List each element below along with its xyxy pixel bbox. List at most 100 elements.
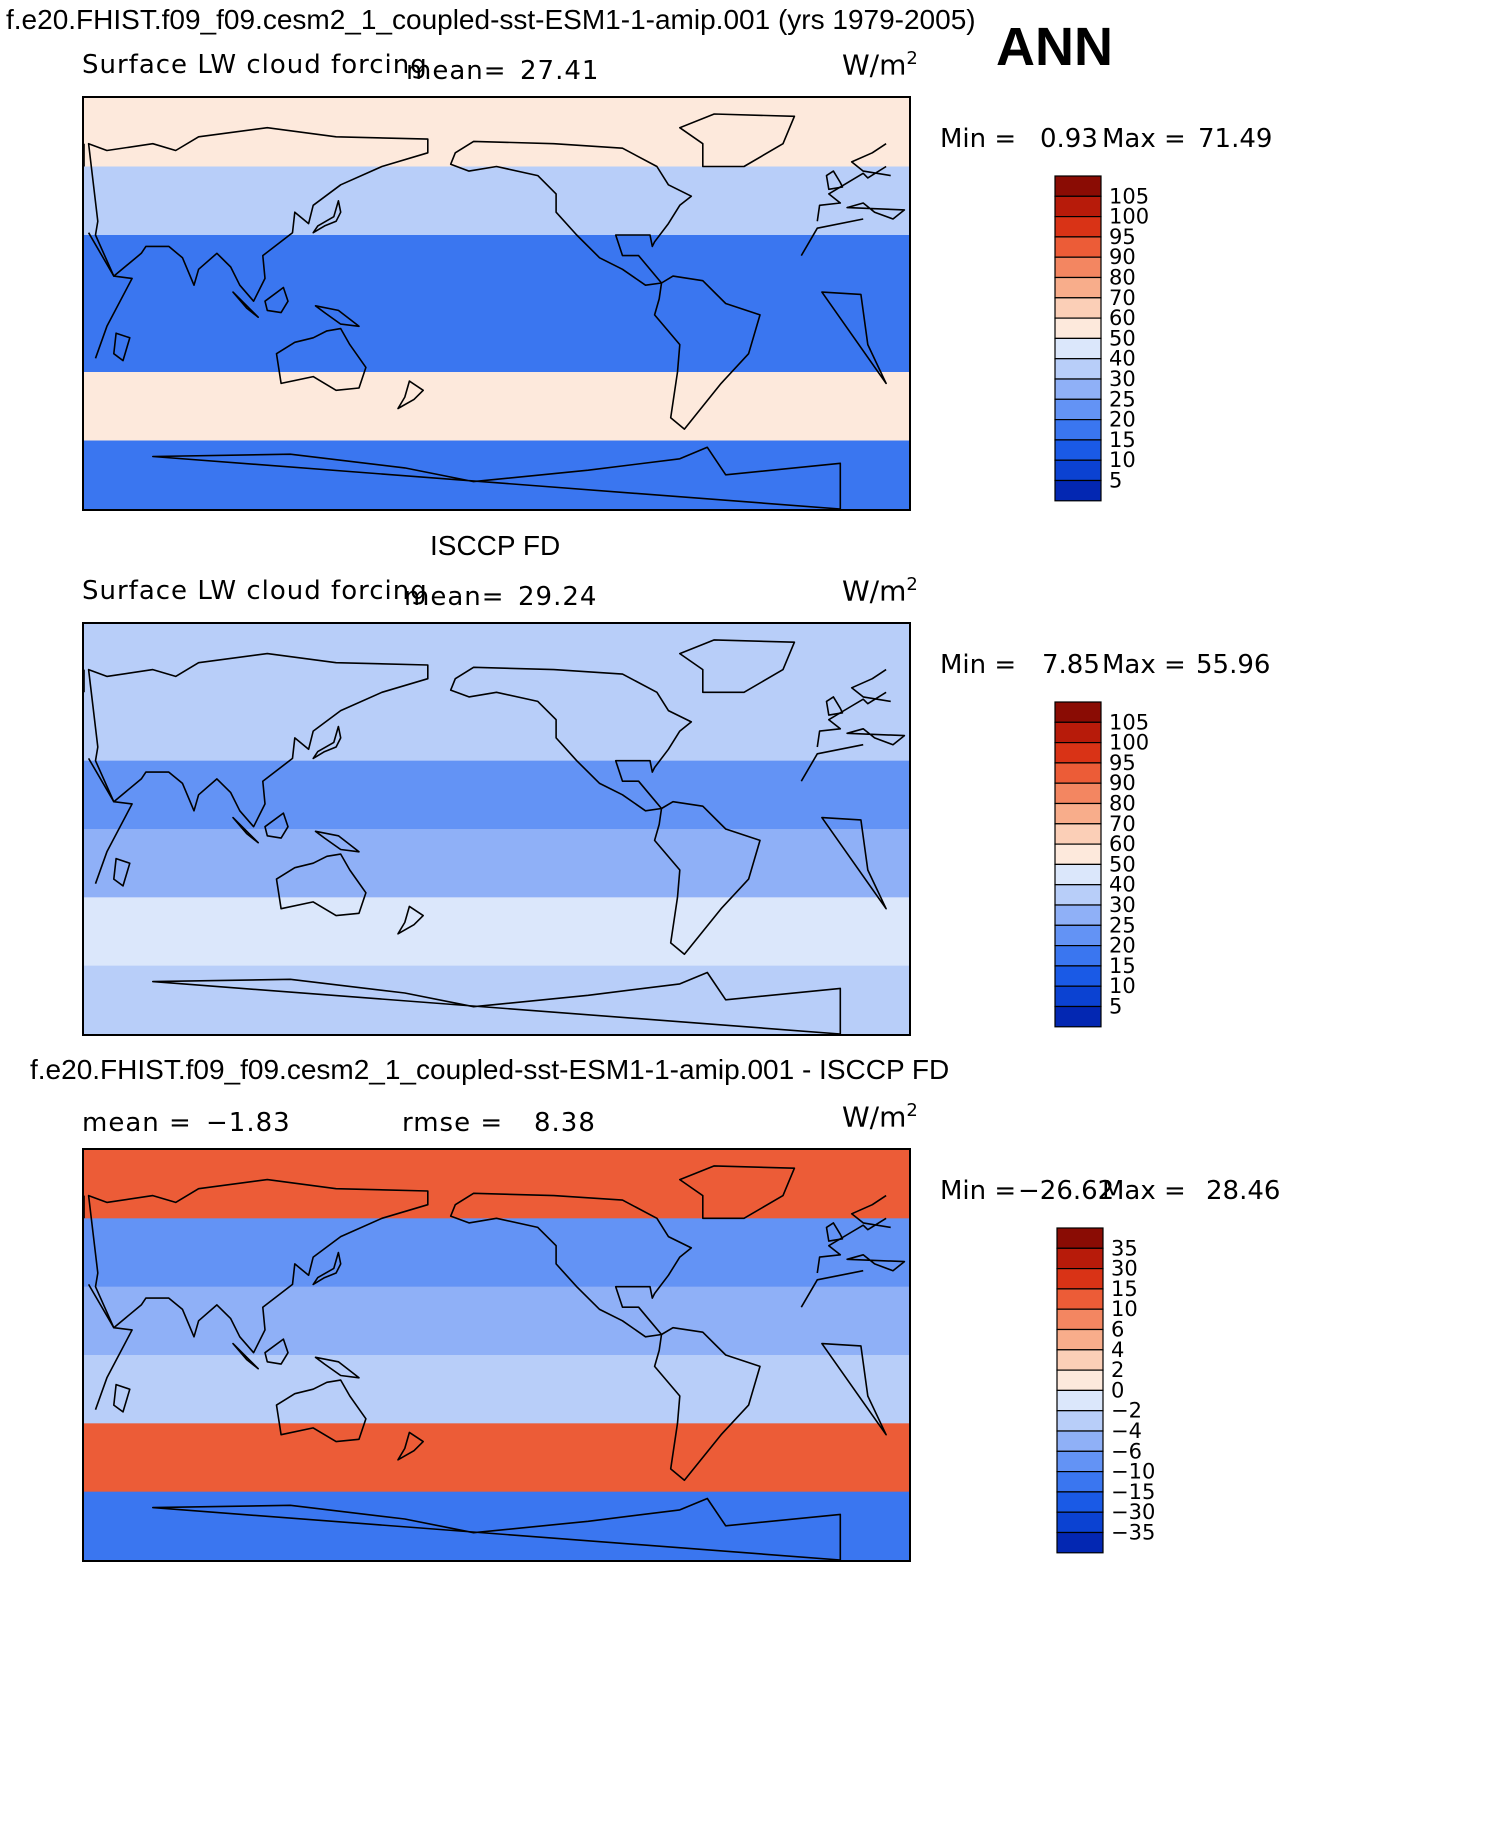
panel1-mean-value: 27.41 — [520, 56, 600, 86]
coastline-namerica — [449, 1192, 693, 1338]
panel3-mean-label: mean = — [82, 1108, 192, 1138]
zonal-band — [84, 440, 909, 509]
panel3-min-value: −26.62 — [1018, 1176, 1115, 1206]
panel1-map — [82, 96, 911, 511]
panel2-min-value: 7.85 — [1042, 650, 1100, 680]
colorbar-box — [1054, 337, 1102, 360]
panel3-units: W/m2 — [842, 1100, 918, 1134]
panel2-units: W/m2 — [842, 574, 918, 608]
panel1-colorbar: 105 100 95 90 80 70 60 50 40 30 25 20 15 10 5 — [1054, 175, 1215, 504]
colorbar-tick-label: 40 — [1109, 347, 1136, 371]
zonal-band — [84, 372, 909, 442]
colorbar-tick-label: 60 — [1109, 832, 1136, 856]
zonal-band — [84, 303, 909, 373]
colorbar-box — [1054, 884, 1102, 906]
panel3-min-label: Min = — [940, 1176, 1017, 1206]
coastline-australia — [275, 1379, 367, 1443]
coastline-namerica — [449, 140, 693, 286]
panel1-min-label: Min = — [940, 124, 1017, 154]
panel1-units: W/m2 — [842, 48, 918, 82]
zonal-band — [84, 98, 909, 168]
coastline-uk — [825, 696, 844, 716]
colorbar-box — [1054, 215, 1102, 238]
coastline-africa — [87, 1269, 887, 1436]
colorbar-box — [1054, 843, 1102, 866]
colorbar-tick-label: 35 — [1111, 1236, 1138, 1260]
colorbar-tick-label: 20 — [1109, 408, 1136, 432]
coastline-antarctica — [152, 1497, 842, 1560]
colorbar-tick-label: 5 — [1109, 995, 1122, 1019]
panel2-max-value: 55.96 — [1196, 650, 1271, 680]
coastline-sumatra — [232, 291, 259, 318]
panel2-mean-label: mean= — [404, 582, 505, 612]
zonal-band — [84, 760, 909, 830]
colorbar-tick-label: 10 — [1111, 1297, 1138, 1321]
colorbar-tick-label: 15 — [1111, 1277, 1138, 1301]
coastline-nz — [397, 905, 424, 935]
colorbar-tick-label: 95 — [1109, 751, 1136, 775]
colorbar-tick-label: 50 — [1109, 852, 1136, 876]
zonal-band — [84, 965, 909, 1034]
coastline-madagascar — [113, 332, 131, 362]
colorbar-tick-label: −4 — [1111, 1419, 1142, 1443]
colorbar-box — [1056, 1430, 1104, 1452]
panel1-mean-label: mean= — [406, 56, 507, 86]
colorbar-tick-label: 20 — [1109, 934, 1136, 958]
coastline-greenland — [679, 1165, 796, 1220]
season-label: ANN — [996, 17, 1113, 77]
panel2-map — [82, 622, 911, 1036]
colorbar-tick-label: 25 — [1109, 387, 1136, 411]
colorbar-tick-label: 60 — [1109, 306, 1136, 330]
coastline-nz — [397, 1431, 424, 1461]
panel3-mean-value: −1.83 — [206, 1108, 291, 1138]
colorbar-box — [1054, 945, 1102, 967]
colorbar-box — [1054, 398, 1102, 421]
colorbar-box — [1056, 1267, 1104, 1290]
coastline-greenland — [679, 639, 796, 694]
panel2-colorbar: 105 100 95 90 80 70 60 50 40 30 25 20 15 10 5 — [1054, 701, 1215, 1030]
colorbar-box — [1054, 256, 1102, 279]
coastline-samerica — [653, 275, 761, 430]
colorbar-tick-label: 100 — [1109, 205, 1149, 229]
coastline-newguinea — [314, 305, 360, 328]
colorbar-box — [1054, 863, 1102, 886]
coastline-newguinea — [314, 830, 360, 853]
colorbar-box — [1054, 317, 1102, 340]
panel2-mean-value: 29.24 — [518, 582, 598, 612]
colorbar-tick-label: −2 — [1111, 1399, 1142, 1423]
coastline-africa — [87, 743, 887, 910]
coastline-japan — [312, 200, 342, 234]
colorbar-box — [1056, 1531, 1104, 1554]
coastline-japan — [312, 1251, 342, 1286]
colorbar-tick-label: 15 — [1109, 428, 1136, 452]
coastline-asia — [87, 652, 429, 828]
colorbar-box — [1054, 904, 1102, 926]
colorbar-box — [1056, 1450, 1104, 1473]
panel3-rmse-value: 8.38 — [534, 1108, 596, 1138]
panel1-min-value: 0.93 — [1040, 124, 1098, 154]
colorbar-box — [1054, 297, 1102, 319]
figure-title: f.e20.FHIST.f09_f09.cesm2_1_coupled-sst-… — [6, 4, 976, 35]
colorbar-tick-label: 10 — [1109, 974, 1136, 998]
colorbar-tick-label: 30 — [1109, 367, 1136, 391]
zonal-band — [84, 1355, 909, 1425]
coastline-australia — [275, 327, 367, 392]
colorbar-tick-label: 2 — [1111, 1358, 1124, 1382]
colorbar-box — [1054, 195, 1102, 218]
coastline-samerica — [653, 800, 761, 956]
colorbar-box — [1056, 1328, 1104, 1351]
colorbar-tick-label: 5 — [1109, 469, 1122, 493]
panel3-map — [82, 1148, 911, 1562]
colorbar-tick-label: −35 — [1111, 1521, 1155, 1545]
colorbar-box — [1054, 985, 1102, 1008]
colorbar-tick-label: 70 — [1109, 286, 1136, 310]
colorbar-tick-label: 50 — [1109, 326, 1136, 350]
colorbar-tick-label: 80 — [1109, 266, 1136, 290]
zonal-band — [84, 166, 909, 236]
panel3-max-value: 28.46 — [1206, 1176, 1281, 1206]
colorbar-box — [1056, 1389, 1104, 1412]
coastline-uk — [825, 170, 844, 191]
colorbar-tick-label: 100 — [1109, 731, 1149, 755]
colorbar-box — [1054, 782, 1102, 805]
panel3-rmse-label: rmse = — [402, 1108, 504, 1138]
